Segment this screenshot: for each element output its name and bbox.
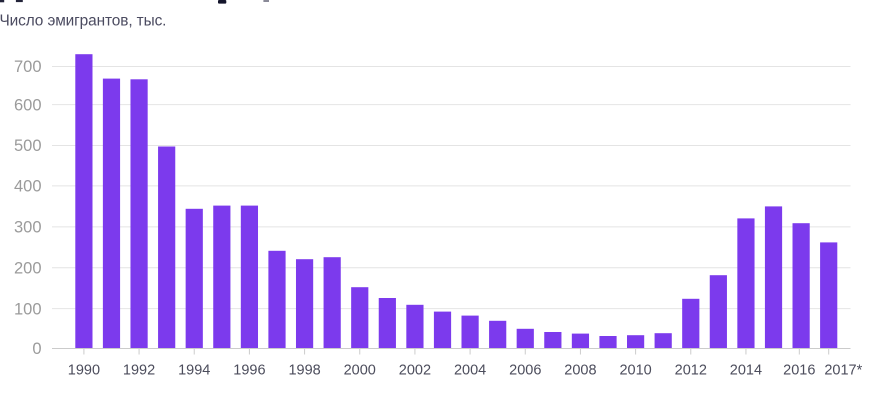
svg-text:2006: 2006: [509, 362, 541, 378]
svg-text:0: 0: [32, 340, 41, 358]
svg-text:1998: 1998: [288, 362, 320, 378]
svg-text:1992: 1992: [123, 362, 155, 378]
svg-text:500: 500: [14, 137, 42, 155]
svg-text:400: 400: [14, 178, 42, 196]
svg-text:2016: 2016: [783, 362, 815, 378]
svg-text:300: 300: [14, 219, 42, 237]
svg-text:2010: 2010: [619, 362, 651, 378]
svg-text:2004: 2004: [454, 362, 486, 378]
svg-text:2012: 2012: [675, 362, 707, 378]
svg-text:Число эмигрантов, тыс.: Число эмигрантов, тыс.: [0, 13, 166, 30]
svg-text:2000: 2000: [344, 362, 376, 378]
svg-text:2017*: 2017*: [824, 362, 862, 378]
svg-text:200: 200: [14, 259, 42, 277]
svg-text:1994: 1994: [178, 362, 210, 378]
svg-text:1996: 1996: [233, 362, 265, 378]
svg-text:2008: 2008: [564, 362, 596, 378]
svg-text:2014: 2014: [730, 362, 762, 378]
svg-text:700: 700: [14, 58, 42, 76]
svg-text:600: 600: [14, 96, 42, 114]
svg-text:1990: 1990: [68, 362, 100, 378]
svg-text:2002: 2002: [399, 362, 431, 378]
svg-text:100: 100: [14, 300, 42, 318]
